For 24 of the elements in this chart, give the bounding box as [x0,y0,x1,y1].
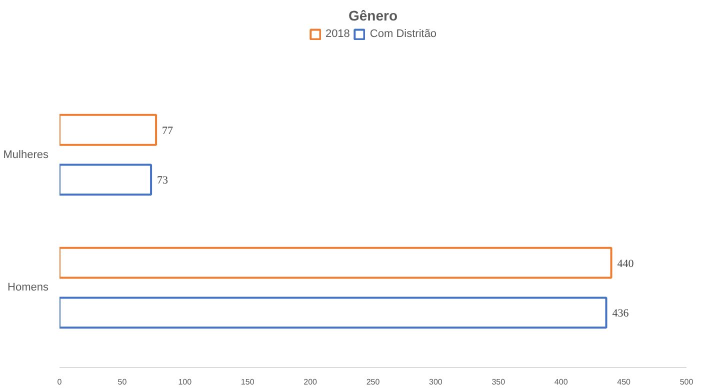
data-label: 73 [157,174,169,187]
x-tick-label: 400 [554,378,568,386]
data-label: 440 [617,258,634,270]
x-tick-label: 450 [617,378,632,386]
bar [60,164,152,196]
x-tick-label: 0 [57,378,62,386]
x-tick-label: 300 [429,378,443,386]
x-tick-label: 500 [680,378,694,386]
x-tick-label: 50 [118,378,128,386]
x-tick-label: 250 [366,378,380,386]
x-tick-label: 150 [240,378,255,386]
x-tick-label: 350 [492,378,506,386]
data-label: 77 [162,124,174,137]
bar [60,114,158,146]
x-tick-label: 100 [178,378,192,386]
bar [60,296,608,329]
chart-title: Gênero [348,8,398,24]
y-tick-label: Mulheres [3,148,49,161]
legend-label: Com Distritão [370,28,437,40]
bar [60,246,612,279]
x-tick-label: 200 [304,378,318,386]
data-label: 436 [612,308,630,320]
y-tick-label: Homens [8,282,49,294]
legend-label: 2018 [325,28,350,40]
